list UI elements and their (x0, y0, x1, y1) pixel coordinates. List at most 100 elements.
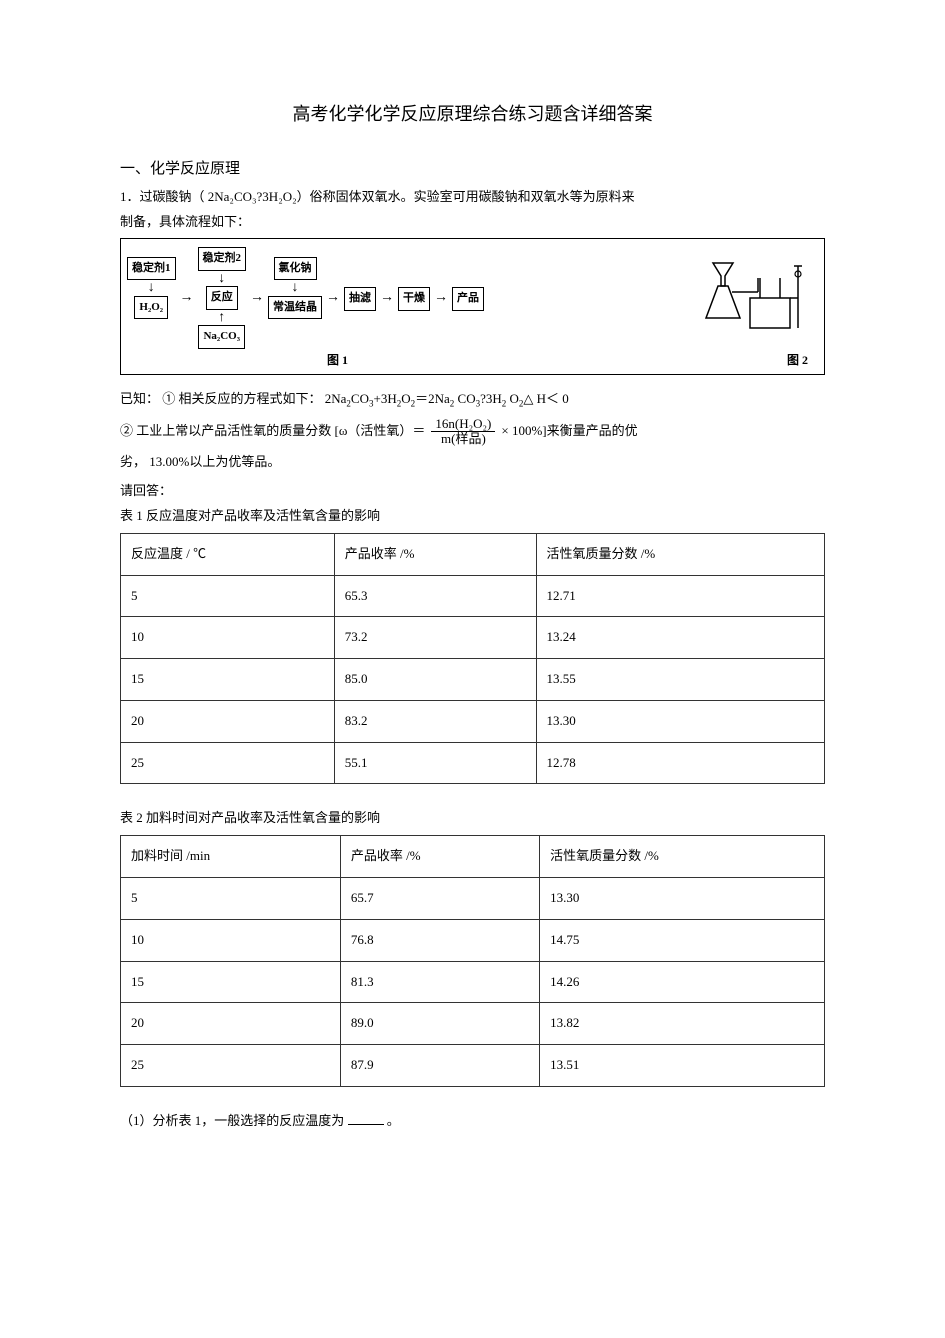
table-cell: 65.7 (340, 878, 539, 920)
table-1-title: 表 1 反应温度对产品收率及活性氧含量的影响 (120, 506, 825, 527)
table-cell: 65.3 (334, 575, 536, 617)
formula-post: × 100%]来衡量产品的优 (501, 421, 637, 442)
caption-fig-1: 图 1 (327, 351, 348, 370)
table-header: 活性氧质量分数 /% (540, 836, 825, 878)
apparatus-icon (698, 258, 818, 338)
table-cell: 87.9 (340, 1045, 539, 1087)
table-cell: 13.24 (536, 617, 825, 659)
eq-text: CO (351, 391, 369, 406)
intro-line-1: 1．过碳酸钠（ 2Na₂CO₃?3H₂O₂）俗称固体双氧水。实验室可用碳酸钠和双… (120, 187, 825, 208)
box-reaction: 反应 (206, 286, 238, 310)
arrow-right-icon: → (326, 287, 340, 309)
arrow-up-icon: ↑ (218, 312, 225, 323)
intro-line-2: 制备，具体流程如下： (120, 212, 825, 233)
table-cell: 76.8 (340, 919, 539, 961)
table-cell: 13.55 (536, 659, 825, 701)
table-cell: 83.2 (334, 700, 536, 742)
table-row: 反应温度 / ℃ 产品收率 /% 活性氧质量分数 /% (121, 533, 825, 575)
flow-diagram: 稳定剂1 ↓ H₂O₂ → 稳定剂2 ↓ 反应 ↑ Na₂CO₃ → 氯化钠 ↓… (120, 238, 825, 374)
table-header: 加料时间 /min (121, 836, 341, 878)
table-cell: 81.3 (340, 961, 539, 1003)
box-na2co3: Na₂CO₃ (198, 325, 245, 349)
arrow-right-icon: → (180, 287, 194, 309)
box-product: 产品 (452, 287, 484, 311)
table-row: 2083.213.30 (121, 700, 825, 742)
table-cell: 10 (121, 919, 341, 961)
eq-text: O (506, 391, 519, 406)
table-1: 反应温度 / ℃ 产品收率 /% 活性氧质量分数 /% 565.312.71 1… (120, 533, 825, 785)
arrow-down-icon: ↓ (292, 282, 299, 293)
question-1: （1）分析表 1，一般选择的反应温度为 。 (120, 1111, 825, 1132)
q1-post: 。 (384, 1113, 400, 1128)
table-row: 2089.013.82 (121, 1003, 825, 1045)
fill-blank[interactable] (348, 1124, 384, 1125)
eq-text: 已知： ① 相关反应的方程式如下： 2Na (120, 391, 346, 406)
col-dry: 干燥 (398, 265, 430, 331)
eq-text: CO (454, 391, 475, 406)
table-cell: 13.51 (540, 1045, 825, 1087)
table-cell: 13.82 (540, 1003, 825, 1045)
flow-row: 稳定剂1 ↓ H₂O₂ → 稳定剂2 ↓ 反应 ↑ Na₂CO₃ → 氯化钠 ↓… (127, 247, 818, 348)
table-cell: 5 (121, 878, 341, 920)
known-formula: ② 工业上常以产品活性氧的质量分数 [ω（活性氧）＝ 16n(H₂O₂) m(样… (120, 417, 825, 447)
table-cell: 13.30 (536, 700, 825, 742)
box-dry: 干燥 (398, 287, 430, 311)
table-cell: 25 (121, 1045, 341, 1087)
box-crystallize: 常温结晶 (268, 296, 322, 320)
table-cell: 20 (121, 700, 335, 742)
table-row: 1581.314.26 (121, 961, 825, 1003)
col-crys: 氯化钠 ↓ 常温结晶 (268, 257, 322, 339)
page-title: 高考化学化学反应原理综合练习题含详细答案 (120, 100, 825, 129)
arrow-right-icon: → (434, 287, 448, 309)
table-row: 1073.213.24 (121, 617, 825, 659)
box-filter: 抽滤 (344, 287, 376, 311)
table-header: 反应温度 / ℃ (121, 533, 335, 575)
col-react: 稳定剂2 ↓ 反应 ↑ Na₂CO₃ (198, 247, 247, 348)
table-row: 1585.013.55 (121, 659, 825, 701)
table-2: 加料时间 /min 产品收率 /% 活性氧质量分数 /% 565.713.30 … (120, 835, 825, 1087)
table-2-title: 表 2 加料时间对产品收率及活性氧含量的影响 (120, 808, 825, 829)
arrow-down-icon: ↓ (218, 273, 225, 284)
table-header: 产品收率 /% (340, 836, 539, 878)
table-cell: 12.78 (536, 742, 825, 784)
table-cell: 55.1 (334, 742, 536, 784)
col-filter: 抽滤 (344, 265, 376, 331)
table-cell: 5 (121, 575, 335, 617)
arrow-down-icon: ↓ (148, 282, 155, 293)
table-row: 565.713.30 (121, 878, 825, 920)
fraction: 16n(H₂O₂) m(样品) (431, 417, 495, 447)
known-equation: 已知： ① 相关反应的方程式如下： 2Na2CO3+3H2O2＝2Na2 CO3… (120, 389, 825, 411)
answer-label: 请回答： (120, 481, 825, 502)
eq-text: △ H＜ 0 (523, 391, 568, 406)
table-cell: 14.75 (540, 919, 825, 961)
diagram-captions: 图 1 图 2 (127, 351, 818, 370)
table-cell: 89.0 (340, 1003, 539, 1045)
box-nacl: 氯化钠 (274, 257, 317, 281)
table-cell: 73.2 (334, 617, 536, 659)
col-stab1: 稳定剂1 ↓ H₂O₂ (127, 257, 176, 339)
table-cell: 15 (121, 961, 341, 1003)
eq-text: ?3H (480, 391, 502, 406)
col-product: 产品 (452, 265, 484, 331)
table-header: 产品收率 /% (334, 533, 536, 575)
section-heading: 一、化学反应原理 (120, 157, 825, 181)
formula-pre: ② 工业上常以产品活性氧的质量分数 [ω（活性氧）＝ (120, 421, 425, 442)
table-row: 加料时间 /min 产品收率 /% 活性氧质量分数 /% (121, 836, 825, 878)
table-cell: 10 (121, 617, 335, 659)
arrow-right-icon: → (250, 287, 264, 309)
table-cell: 13.30 (540, 878, 825, 920)
eq-text: O (401, 391, 410, 406)
table-row: 2555.112.78 (121, 742, 825, 784)
eq-text: ＝2Na (415, 391, 450, 406)
known-tail: 劣， 13.00%以上为优等品。 (120, 452, 825, 473)
fraction-denominator: m(样品) (437, 432, 490, 446)
table-row: 1076.814.75 (121, 919, 825, 961)
box-h2o2: H₂O₂ (134, 296, 168, 320)
table-cell: 12.71 (536, 575, 825, 617)
table-row: 2587.913.51 (121, 1045, 825, 1087)
table-cell: 20 (121, 1003, 341, 1045)
box-stabilizer-2: 稳定剂2 (198, 247, 247, 271)
box-stabilizer-1: 稳定剂1 (127, 257, 176, 281)
table-cell: 85.0 (334, 659, 536, 701)
fraction-numerator: 16n(H₂O₂) (431, 417, 495, 432)
